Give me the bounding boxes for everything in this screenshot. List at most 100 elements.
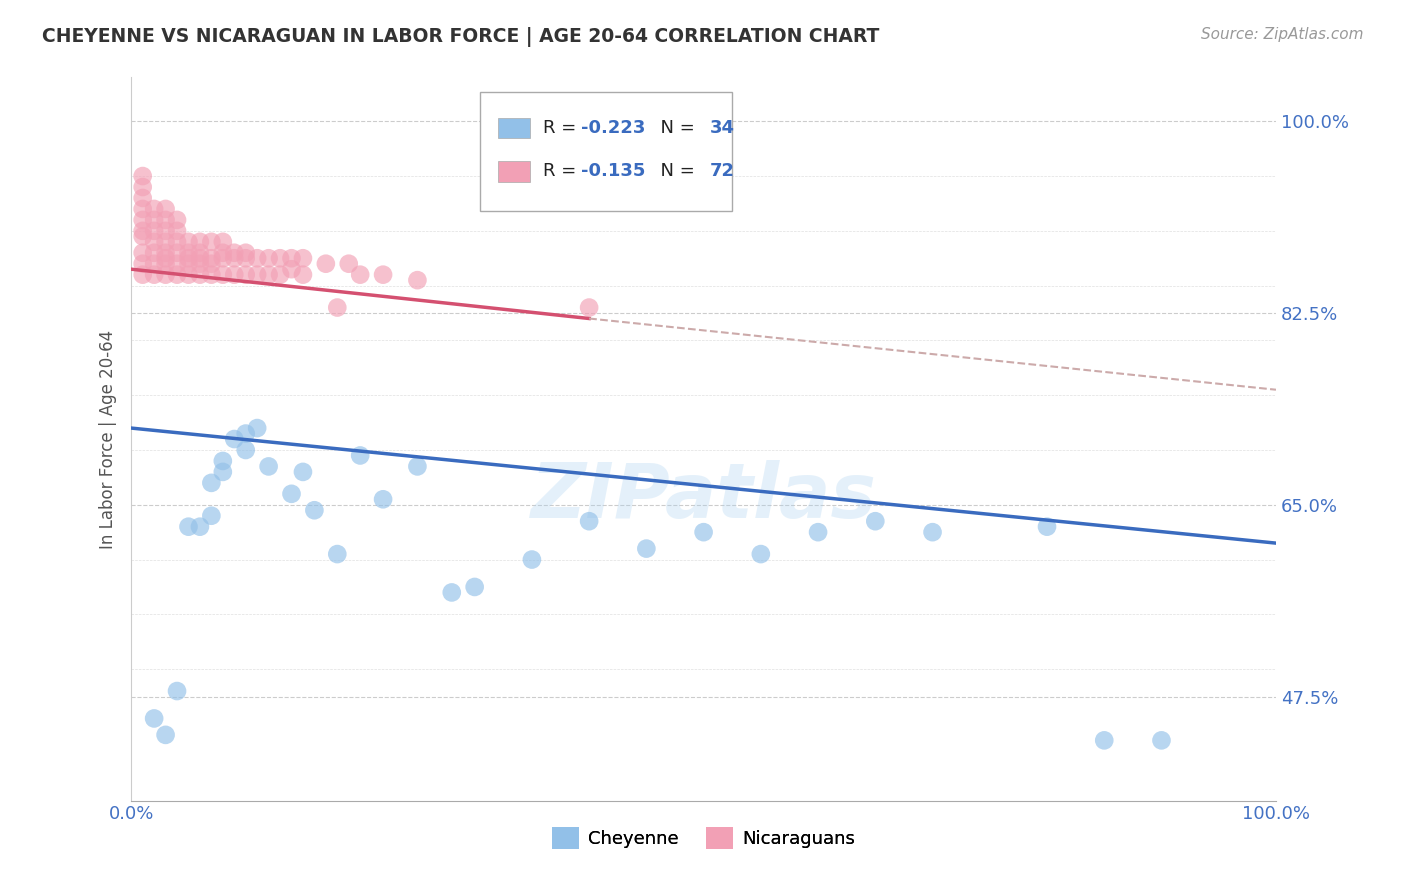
Point [166, 684, 188, 698]
Text: -0.135: -0.135 [581, 162, 645, 180]
Point [143, 224, 166, 238]
Point [440, 585, 463, 599]
Point [200, 235, 222, 249]
Text: CHEYENNE VS NICARAGUAN IN LABOR FORCE | AGE 20-64 CORRELATION CHART: CHEYENNE VS NICARAGUAN IN LABOR FORCE | … [42, 27, 880, 46]
Point [166, 245, 188, 260]
Point [636, 541, 658, 556]
Point [177, 257, 200, 271]
Legend: Cheyenne, Nicaraguans: Cheyenne, Nicaraguans [546, 821, 862, 856]
Point [131, 224, 153, 238]
FancyBboxPatch shape [498, 118, 530, 138]
Point [177, 235, 200, 249]
Point [188, 257, 211, 271]
Point [143, 257, 166, 271]
Point [200, 268, 222, 282]
Point [1092, 733, 1115, 747]
Point [166, 257, 188, 271]
Point [131, 169, 153, 183]
Point [200, 257, 222, 271]
Text: 34: 34 [710, 119, 734, 137]
Text: N =: N = [648, 119, 700, 137]
Point [188, 235, 211, 249]
Point [143, 213, 166, 227]
Point [155, 252, 177, 266]
Point [464, 580, 486, 594]
Point [291, 252, 314, 266]
Point [211, 252, 233, 266]
Point [211, 465, 233, 479]
Point [315, 257, 337, 271]
Point [155, 213, 177, 227]
Point [155, 224, 177, 238]
Point [578, 514, 600, 528]
Point [235, 442, 257, 457]
Point [749, 547, 772, 561]
Point [155, 245, 177, 260]
Point [188, 245, 211, 260]
Point [166, 224, 188, 238]
Point [143, 711, 166, 725]
Point [188, 268, 211, 282]
Point [166, 213, 188, 227]
Point [326, 547, 349, 561]
Text: -0.223: -0.223 [581, 119, 645, 137]
FancyBboxPatch shape [481, 92, 733, 211]
Point [224, 245, 246, 260]
Point [131, 202, 153, 216]
Point [166, 268, 188, 282]
Point [865, 514, 887, 528]
Point [177, 245, 200, 260]
Point [371, 492, 394, 507]
Point [155, 268, 177, 282]
Point [155, 728, 177, 742]
Point [143, 268, 166, 282]
Text: R =: R = [543, 119, 582, 137]
Point [224, 252, 246, 266]
Point [257, 268, 280, 282]
Point [200, 508, 222, 523]
Point [188, 519, 211, 533]
Point [200, 252, 222, 266]
Point [155, 257, 177, 271]
Point [224, 432, 246, 446]
Point [246, 252, 269, 266]
Point [211, 454, 233, 468]
Point [235, 252, 257, 266]
Point [131, 268, 153, 282]
Point [200, 475, 222, 490]
Point [166, 235, 188, 249]
Point [224, 268, 246, 282]
Point [143, 202, 166, 216]
Point [131, 213, 153, 227]
Y-axis label: In Labor Force | Age 20-64: In Labor Force | Age 20-64 [100, 329, 117, 549]
Point [155, 235, 177, 249]
Point [143, 245, 166, 260]
Point [349, 449, 371, 463]
Point [269, 268, 291, 282]
Point [291, 465, 314, 479]
Point [131, 245, 153, 260]
Point [246, 268, 269, 282]
Point [211, 235, 233, 249]
Point [1150, 733, 1173, 747]
Text: 72: 72 [710, 162, 734, 180]
Point [246, 421, 269, 435]
Point [177, 268, 200, 282]
Point [921, 525, 943, 540]
Point [257, 459, 280, 474]
FancyBboxPatch shape [498, 161, 530, 182]
Point [143, 235, 166, 249]
Point [692, 525, 714, 540]
Point [211, 268, 233, 282]
Point [131, 180, 153, 194]
Point [280, 262, 302, 277]
Point [349, 268, 371, 282]
Point [280, 252, 302, 266]
Point [257, 252, 280, 266]
Point [520, 552, 543, 566]
Point [155, 202, 177, 216]
Point [235, 426, 257, 441]
Point [807, 525, 830, 540]
Text: R =: R = [543, 162, 582, 180]
Point [291, 268, 314, 282]
